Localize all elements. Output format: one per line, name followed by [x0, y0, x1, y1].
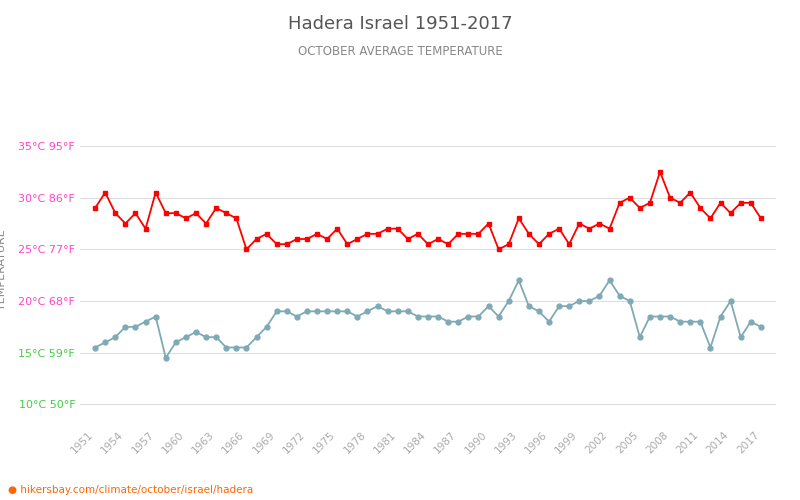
Text: Hadera Israel 1951-2017: Hadera Israel 1951-2017: [288, 15, 512, 33]
Text: OCTOBER AVERAGE TEMPERATURE: OCTOBER AVERAGE TEMPERATURE: [298, 45, 502, 58]
Text: ● hikersbay.com/climate/october/israel/hadera: ● hikersbay.com/climate/october/israel/h…: [8, 485, 254, 495]
Y-axis label: TEMPERATURE: TEMPERATURE: [0, 230, 7, 310]
